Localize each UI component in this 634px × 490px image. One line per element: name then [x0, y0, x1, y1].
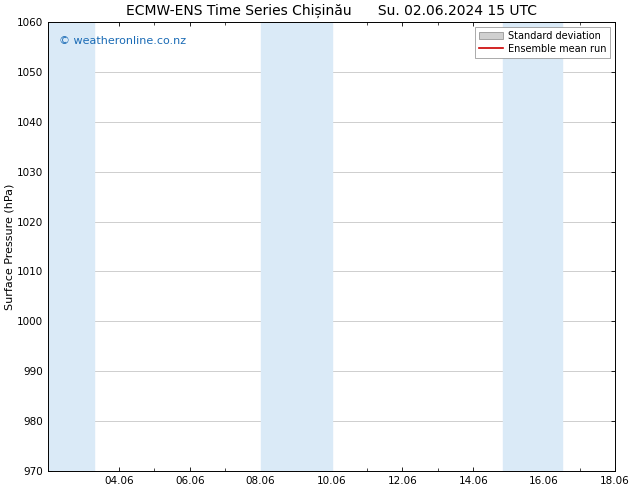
Bar	[48, 22, 94, 471]
Y-axis label: Surface Pressure (hPa): Surface Pressure (hPa)	[4, 183, 14, 310]
Bar	[503, 22, 562, 471]
Title: ECMW-ENS Time Series Chișinău      Su. 02.06.2024 15 UTC: ECMW-ENS Time Series Chișinău Su. 02.06.…	[126, 4, 537, 18]
Text: © weatheronline.co.nz: © weatheronline.co.nz	[60, 36, 186, 46]
Bar	[261, 22, 332, 471]
Legend: Standard deviation, Ensemble mean run: Standard deviation, Ensemble mean run	[475, 27, 610, 58]
